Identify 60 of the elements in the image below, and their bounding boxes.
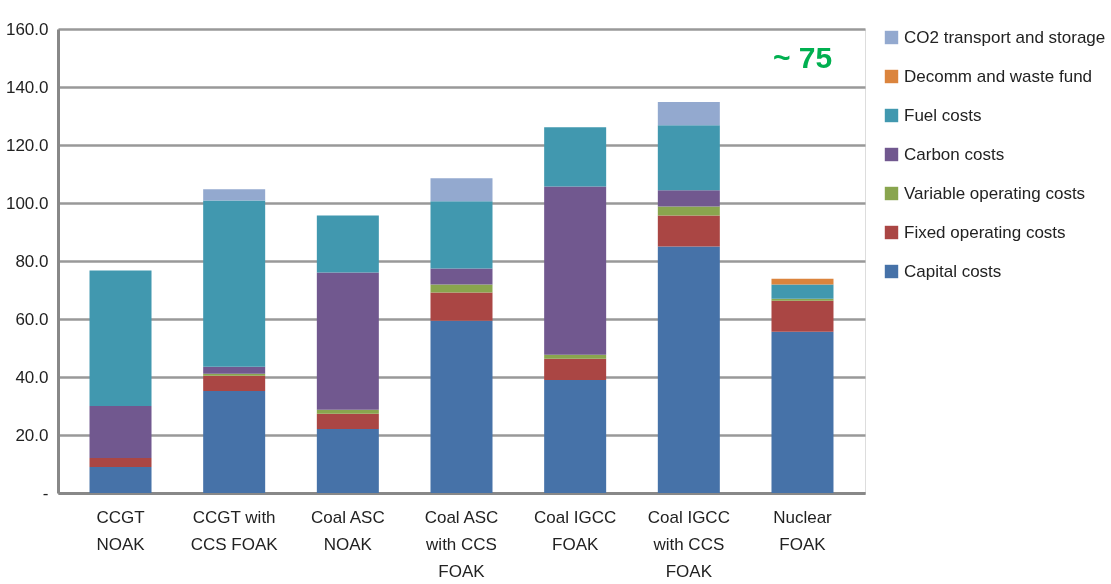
y-tick-label: 20.0 (15, 425, 49, 445)
x-tick-label: Coal IGCC with CCS FOAK (647, 507, 730, 581)
bar (544, 354, 607, 359)
bar (430, 178, 493, 202)
bar (430, 284, 493, 293)
bar (430, 268, 493, 285)
bar (316, 413, 379, 429)
bar (771, 300, 834, 332)
legend-label: Decomm and waste fund (904, 66, 1093, 86)
x-tick-label: Nuclear FOAK (773, 507, 833, 554)
y-tick-label: 160.0 (5, 19, 49, 39)
bar (657, 125, 720, 191)
y-tick-label: - (42, 483, 49, 503)
bar (771, 298, 834, 301)
x-tick-label: Coal ASC with CCS FOAK (424, 507, 499, 581)
bar (203, 375, 266, 391)
legend-label: CO2 transport and storage (904, 27, 1106, 47)
bar (657, 215, 720, 247)
bar (89, 466, 152, 493)
x-tick-label: CCGT NOAK (96, 507, 146, 554)
y-tick-label: 100.0 (5, 193, 49, 213)
bar (771, 331, 834, 493)
bar (657, 206, 720, 216)
x-tick-label: CCGT with CCS FOAK (190, 507, 279, 554)
bar (316, 428, 379, 493)
legend-label: Fuel costs (904, 105, 982, 125)
bar (657, 246, 720, 493)
bar (316, 215, 379, 273)
y-tick-label: 80.0 (15, 251, 49, 271)
bar (203, 200, 266, 367)
bar (771, 284, 834, 299)
bar (544, 186, 607, 355)
bar (430, 320, 493, 493)
y-tick-label: 60.0 (15, 309, 49, 329)
bar (203, 366, 266, 374)
bar (316, 409, 379, 414)
y-tick-label: 140.0 (5, 77, 49, 97)
bar (316, 272, 379, 410)
bar (544, 127, 607, 187)
bar (544, 379, 607, 493)
bar (89, 270, 152, 406)
y-tick-label: 120.0 (5, 135, 49, 155)
bar (544, 358, 607, 380)
bar (89, 457, 152, 467)
bar (203, 373, 266, 376)
bar (89, 406, 152, 458)
bar (203, 189, 266, 201)
legend-label: Fixed operating costs (904, 222, 1066, 242)
bar (430, 292, 493, 321)
legend-label: Carbon costs (904, 144, 1005, 164)
legend-label: Capital costs (904, 261, 1002, 281)
bar (657, 102, 720, 126)
legend-label: Variable operating costs (904, 183, 1086, 203)
x-tick-label: Coal IGCC FOAK (534, 507, 617, 554)
bar (657, 190, 720, 207)
annotation: ~ 75 (772, 41, 833, 74)
y-tick-label: 40.0 (15, 367, 49, 387)
bar (430, 201, 493, 269)
bar (203, 390, 266, 493)
x-tick-label: Coal ASC NOAK (310, 507, 385, 554)
